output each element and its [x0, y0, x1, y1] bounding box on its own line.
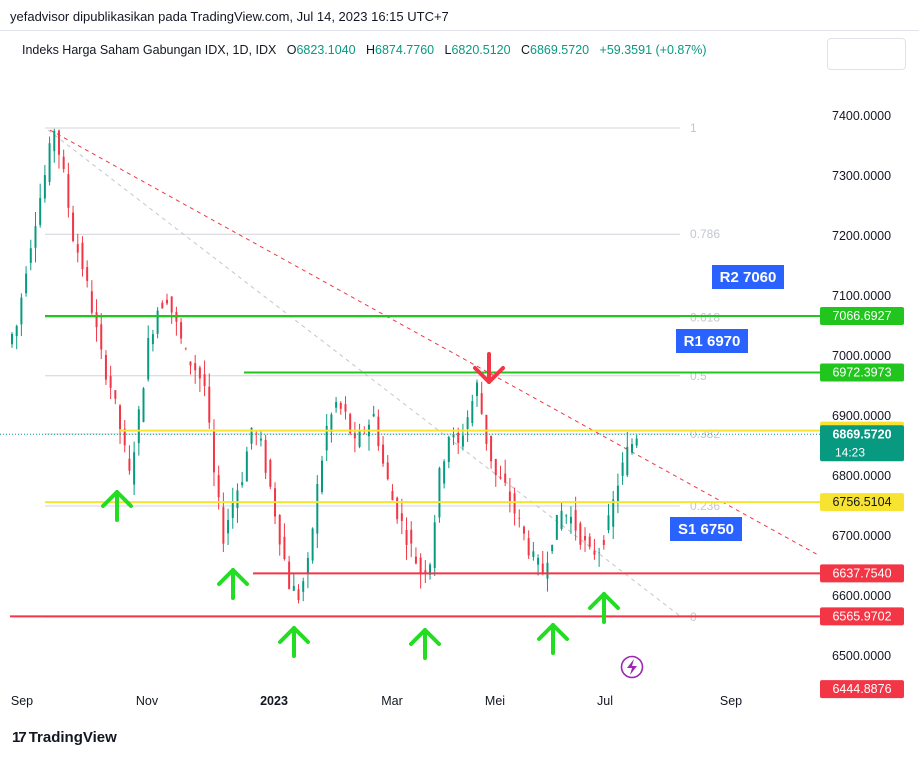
high-label: H: [365, 43, 376, 57]
chart-frame: [0, 30, 919, 719]
change-value: +59.3591 (+0.87%): [599, 43, 707, 57]
chart-toolbar-button[interactable]: [827, 38, 906, 70]
close-label: C: [521, 43, 531, 57]
brand-label: TradingView: [28, 729, 117, 746]
tradingview-logo-icon: 17: [12, 729, 27, 746]
open-value: 6823.1040: [296, 43, 356, 57]
tradingview-logo[interactable]: 17 TradingView: [12, 729, 117, 746]
chart-legend: Indeks Harga Saham Gabungan IDX, 1D, IDX…: [22, 43, 707, 57]
open-label: O: [286, 43, 297, 57]
symbol-label: Indeks Harga Saham Gabungan IDX, 1D, IDX: [22, 43, 277, 57]
low-value: 6820.5120: [451, 43, 511, 57]
publisher-line: yefadvisor dipublikasikan pada TradingVi…: [10, 9, 449, 24]
close-value: 6869.5720: [530, 43, 590, 57]
low-label: L: [444, 43, 452, 57]
high-value: 6874.7760: [375, 43, 435, 57]
